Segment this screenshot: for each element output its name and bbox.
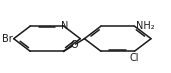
Text: N: N	[61, 21, 68, 31]
Text: NH₂: NH₂	[136, 21, 155, 31]
Text: O: O	[70, 40, 78, 50]
Text: Cl: Cl	[130, 53, 139, 63]
Text: Br: Br	[2, 34, 12, 44]
